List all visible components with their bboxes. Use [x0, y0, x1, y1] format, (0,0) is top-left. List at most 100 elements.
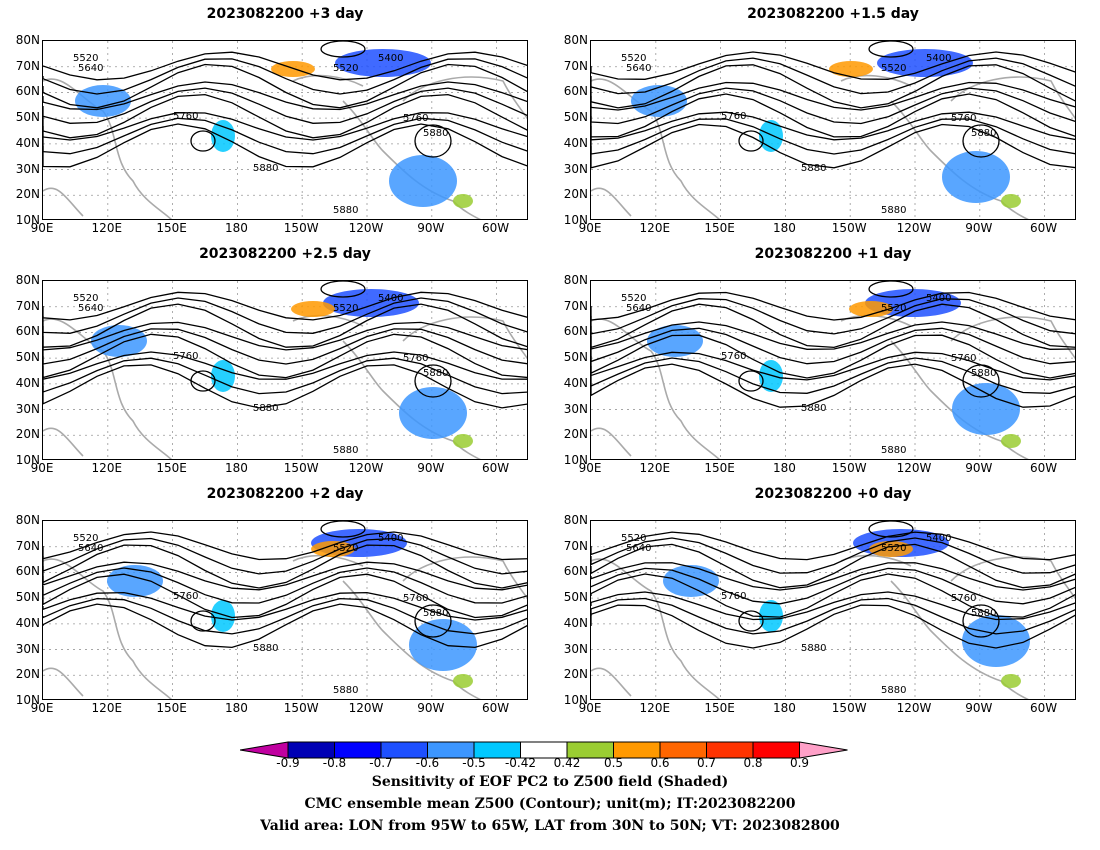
- sensitivity-shading: [1001, 674, 1021, 688]
- z500-closed-contour: [190, 370, 216, 392]
- z500-contour: [591, 531, 1075, 561]
- colorbar-tick-label: -0.7: [369, 756, 393, 770]
- sensitivity-shading: [453, 194, 473, 208]
- longitude-label: 90E: [30, 461, 54, 475]
- latitude-label: 30N: [15, 401, 40, 416]
- latitude-label: 40N: [15, 615, 40, 630]
- coastline: [402, 76, 527, 120]
- contour-value-label: 5880: [881, 205, 906, 216]
- latitude-label: 20N: [563, 427, 588, 442]
- map-panel-5: 5520 5640 5760 5880 5880 5520 5400 5760 5880: [42, 520, 528, 700]
- sensitivity-shading: [399, 387, 467, 439]
- z500-closed-contour: [190, 610, 216, 632]
- contour-value-label: 5520: [621, 533, 646, 544]
- longitude-label: 120W: [896, 461, 932, 475]
- contour-value-label: 5640: [626, 543, 651, 554]
- z500-contour: [43, 63, 527, 109]
- z500-contour: [43, 357, 527, 395]
- latitude-label: 10N: [15, 693, 40, 707]
- z500-contour: [43, 531, 527, 561]
- contour-value-label: 5880: [881, 445, 906, 456]
- z500-closed-contour: [320, 521, 366, 538]
- coastline: [950, 316, 1075, 360]
- z500-contour: [43, 567, 527, 604]
- longitude-label: 120E: [91, 701, 123, 715]
- latitude-label: 60N: [563, 324, 588, 339]
- longitude-label: 150E: [156, 221, 187, 235]
- contour-value-label: 5520: [333, 543, 358, 554]
- contour-value-label: 5520: [881, 63, 906, 74]
- z500-contour: [43, 328, 527, 365]
- longitude-label: 150E: [704, 461, 735, 475]
- longitude-label: 120E: [91, 461, 123, 475]
- contour-value-label: 5400: [378, 53, 403, 64]
- longitude-label: 120W: [896, 221, 932, 235]
- longitude-label: 150E: [704, 221, 735, 235]
- colorbar-right-arrow: [799, 741, 848, 759]
- longitude-label: 120W: [348, 701, 384, 715]
- contour-value-label: 5640: [78, 63, 103, 74]
- footer-line-1: Sensitivity of EOF PC2 to Z500 field (Sh…: [371, 774, 729, 790]
- z500-closed-contour: [320, 41, 366, 58]
- z500-contour: [591, 334, 1075, 379]
- panel-title-1: 2023082200 +3 day: [206, 6, 364, 22]
- contour-value-label: 5880: [333, 685, 358, 696]
- z500-contour: [43, 321, 527, 351]
- sensitivity-shading: [91, 325, 147, 357]
- map-panel-6: 5520 5640 5760 5880 5880 5520 5400 5760 5880: [590, 520, 1076, 700]
- sensitivity-shading: [389, 155, 457, 207]
- latitude-label: 50N: [15, 110, 40, 125]
- latitude-label: 50N: [15, 350, 40, 365]
- panel-title-2: 2023082200 +1.5 day: [747, 6, 919, 22]
- longitude-label: 60W: [482, 701, 510, 715]
- z500-contour: [43, 112, 527, 141]
- sensitivity-shading: [323, 289, 419, 317]
- z500-contour: [591, 562, 1075, 591]
- colorbar-tick-label: 0.7: [696, 756, 717, 770]
- latitude-label: 50N: [563, 110, 588, 125]
- z500-contour: [591, 604, 1075, 649]
- coastline: [292, 74, 364, 87]
- contour-value-label: 5760: [721, 351, 746, 362]
- z500-contour: [591, 591, 1075, 621]
- z500-contour: [591, 123, 1075, 169]
- sensitivity-shading: [829, 61, 873, 77]
- longitude-label: 120W: [348, 221, 384, 235]
- latitude-label: 40N: [563, 375, 588, 390]
- latitude-label: 30N: [15, 641, 40, 656]
- contour-value-label: 5520: [333, 303, 358, 314]
- latitude-label: 80N: [563, 33, 588, 47]
- latitude-label: 70N: [563, 538, 588, 553]
- z500-contour: [591, 303, 1075, 349]
- z500-contour: [591, 118, 1075, 155]
- longitude-label: 90E: [578, 461, 602, 475]
- longitude-label: 60W: [1030, 701, 1058, 715]
- sensitivity-shading: [942, 151, 1010, 203]
- contour-value-label: 5400: [378, 293, 403, 304]
- latitude-label: 20N: [563, 667, 588, 682]
- z500-closed-contour: [962, 124, 1000, 158]
- latitude-label: 70N: [15, 298, 40, 313]
- coastline: [43, 187, 84, 217]
- z500-contour: [591, 351, 1075, 381]
- longitude-label: 180: [772, 221, 796, 235]
- longitude-label: 120E: [639, 221, 671, 235]
- contour-value-label: 5760: [173, 351, 198, 362]
- coastline: [591, 318, 720, 459]
- z500-contour: [591, 321, 1075, 350]
- contour-value-label: 5640: [626, 303, 651, 314]
- z500-closed-contour: [962, 604, 1000, 638]
- z500-contour: [43, 117, 527, 155]
- z500-contour: [43, 591, 527, 621]
- map-panel-1: 5520 5640 5760 5880 5880 5520 5400 5760 5880: [42, 40, 528, 220]
- latitude-label: 10N: [563, 693, 588, 707]
- longitude-label: 60W: [482, 461, 510, 475]
- z500-contour: [591, 327, 1075, 365]
- latitude-label: 50N: [563, 590, 588, 605]
- z500-contour: [591, 111, 1075, 141]
- contour-value-label: 5880: [423, 608, 448, 619]
- coastline: [840, 74, 912, 87]
- contour-value-label: 5640: [626, 63, 651, 74]
- longitude-label: 90E: [578, 221, 602, 235]
- sensitivity-shading: [211, 120, 235, 152]
